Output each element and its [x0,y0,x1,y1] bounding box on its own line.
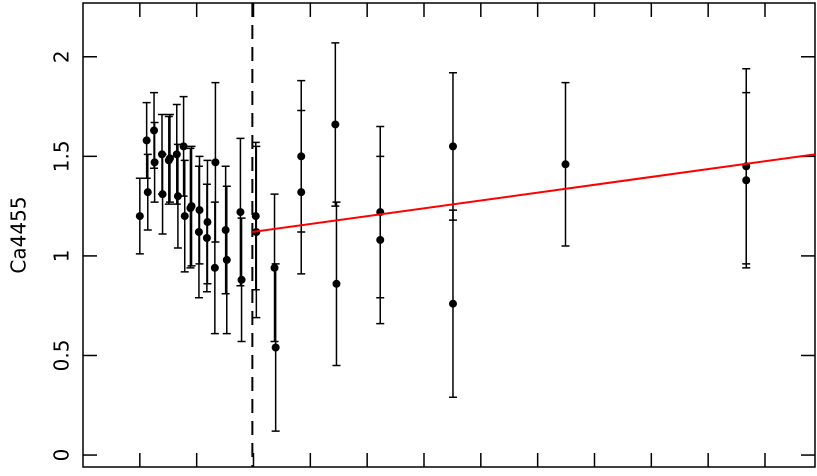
point [332,279,341,288]
point [236,208,245,217]
point [331,120,340,129]
point [448,142,457,151]
point [203,218,212,227]
point [561,160,570,169]
point [172,150,181,159]
point [195,206,204,215]
point [135,212,144,221]
fit-line [252,153,816,234]
point [221,226,230,235]
y-tick-label: 1.5 [50,140,74,172]
point [270,263,279,272]
point [222,255,231,264]
point [173,192,182,201]
y-axis-label: Ca4455 [7,196,31,273]
point [143,188,152,197]
point [448,299,457,308]
point [237,275,246,284]
point [376,235,385,244]
point [180,212,189,221]
point [211,158,220,167]
point [179,142,188,151]
point [142,136,151,145]
point [187,202,196,211]
y-tick-label: 2 [50,50,74,63]
point [297,188,306,197]
y-tick-label: 0.5 [50,340,74,372]
point [210,263,219,272]
plot-frame [82,2,816,468]
point [742,176,751,185]
y-tick-label: 1 [50,250,74,263]
point [158,190,167,199]
point [150,158,159,167]
point [271,343,280,352]
point [165,154,174,163]
y-tick-label: 0 [50,449,74,462]
